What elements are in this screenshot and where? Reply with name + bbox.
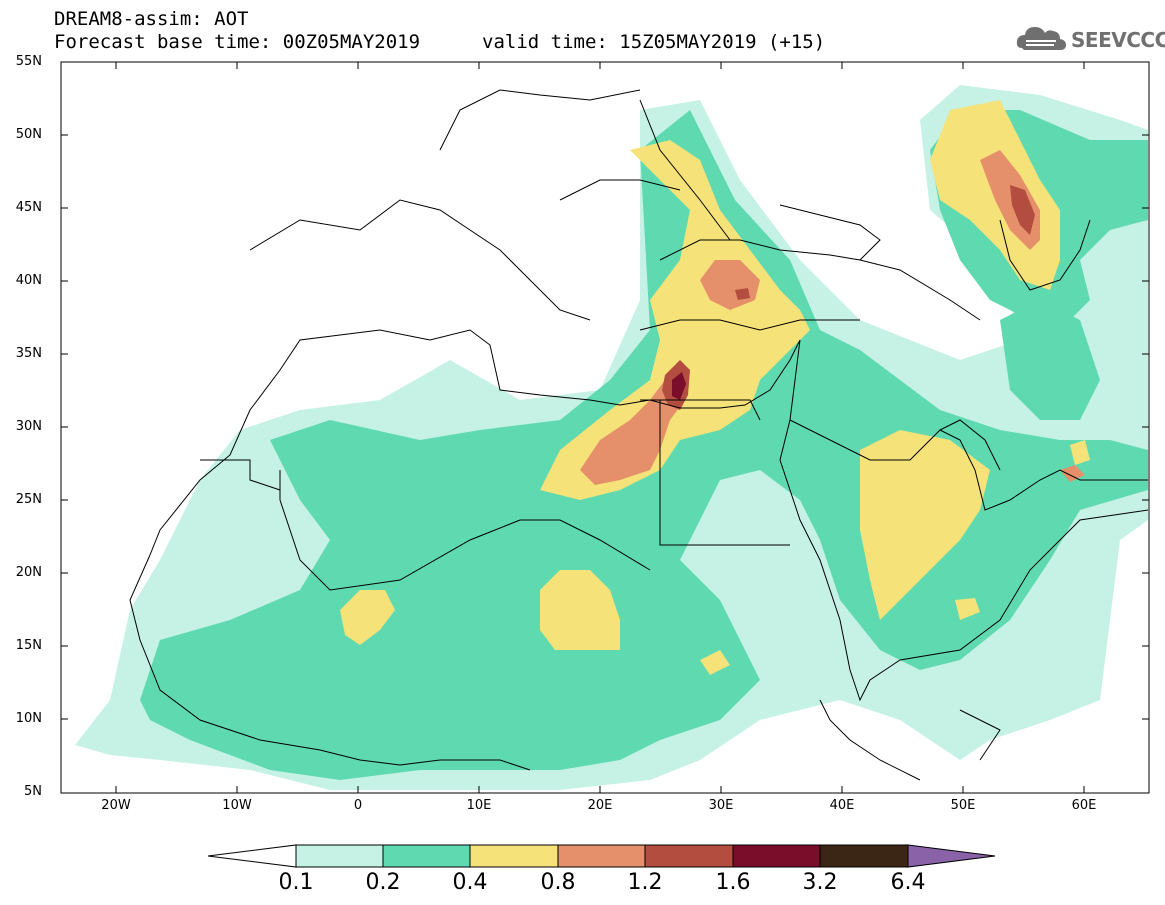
lon-label: 10E (466, 798, 492, 813)
colorbar-bin (557, 844, 646, 868)
colorbar-bin (295, 844, 384, 868)
colorbar-bin (732, 844, 821, 868)
coastlines (129, 89, 1149, 781)
colorbar-low-arrow (207, 844, 297, 868)
lat-label: 20N (15, 565, 42, 580)
colorbar-high-arrow (907, 844, 996, 868)
lat-label: 45N (15, 200, 42, 215)
colorbar-bin (819, 844, 909, 868)
lon-label: 20E (587, 798, 613, 813)
map-title: DREAM8-assim: AOT (54, 8, 249, 30)
colorbar-label: 0.2 (365, 870, 401, 895)
lat-label: 50N (15, 127, 42, 142)
colorbar-label: 0.8 (540, 870, 576, 895)
lon-label: 0 (353, 798, 363, 813)
cloud-icon (1016, 27, 1066, 50)
colorbar-label: 0.4 (452, 870, 488, 895)
lon-label: 40E (829, 798, 855, 813)
lon-label: 20W (101, 798, 131, 813)
lat-label: 25N (15, 492, 42, 507)
valid-time: valid time: 15Z05MAY2019 (+15) (482, 31, 826, 53)
logo-text: SEEVCCC (1071, 28, 1165, 52)
lat-label: 55N (15, 54, 42, 69)
lat-label: 35N (15, 346, 42, 361)
lon-label: 10W (222, 798, 252, 813)
lon-label: 60E (1071, 798, 1097, 813)
lat-label: 30N (15, 419, 42, 434)
forecast-time-line: Forecast base time: 00Z05MAY2019 valid ti… (54, 31, 825, 53)
lon-label: 30E (708, 798, 734, 813)
aot-fields (75, 85, 1148, 790)
colorbar-label: 1.2 (627, 870, 663, 895)
colorbar (207, 844, 996, 868)
seevccc-logo: SEEVCCC (1016, 22, 1165, 58)
lat-label: 5N (24, 784, 42, 799)
axis-ticks (61, 61, 1149, 793)
colorbar-bin (382, 844, 471, 868)
colorbar-label: 0.1 (278, 870, 314, 895)
colorbar-bin (469, 844, 559, 868)
lat-label: 10N (15, 711, 42, 726)
forecast-base-time: Forecast base time: 00Z05MAY2019 (54, 31, 421, 53)
lon-label: 50E (950, 798, 976, 813)
colorbar-label: 6.4 (890, 870, 926, 895)
colorbar-label: 1.6 (715, 870, 751, 895)
lat-label: 40N (15, 273, 42, 288)
lat-label: 15N (15, 638, 42, 653)
colorbar-bin (644, 844, 734, 868)
colorbar-label: 3.2 (802, 870, 838, 895)
aot-level-1.6 (672, 372, 686, 400)
